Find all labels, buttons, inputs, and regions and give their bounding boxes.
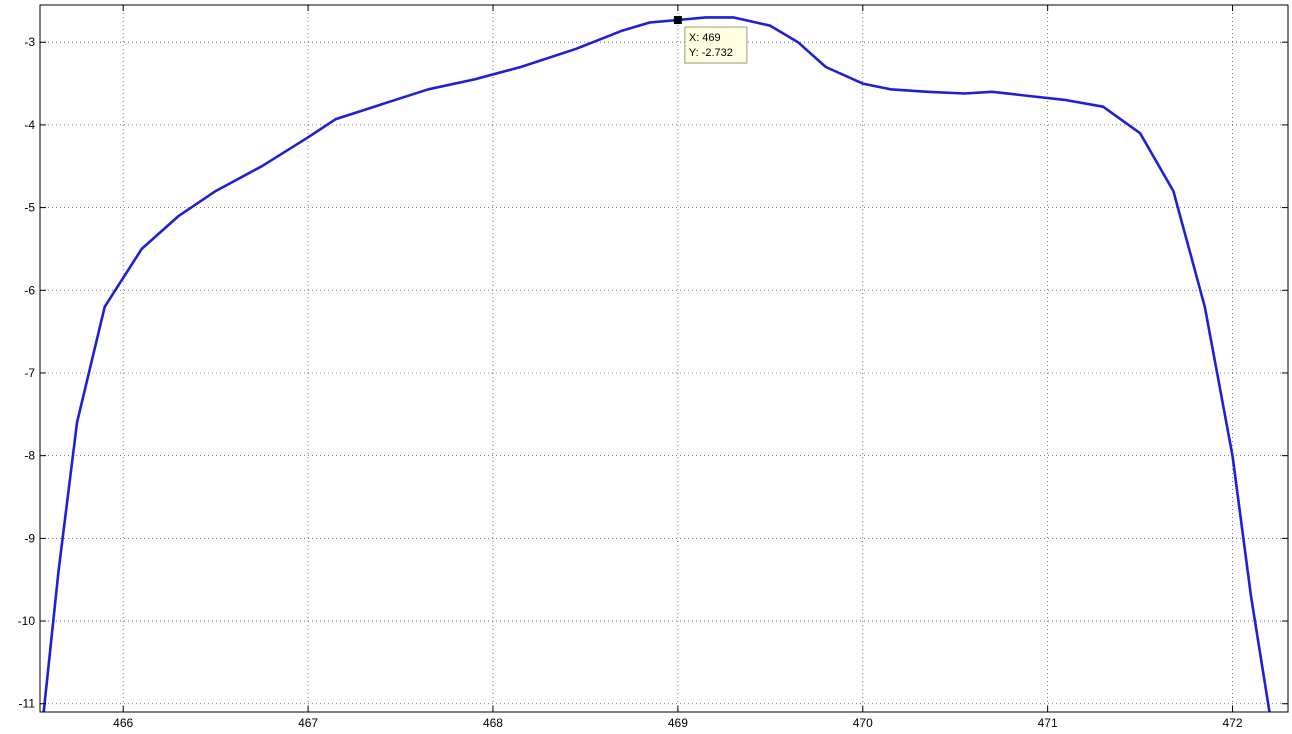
datatip-y-text: Y: -2.732 [689, 47, 733, 59]
datatip-box [684, 26, 748, 64]
series-line-0 [42, 16, 1271, 712]
grid-lines [40, 5, 1288, 712]
datatip-x-text: X: 469 [689, 32, 721, 44]
axes-background [40, 5, 1288, 712]
x-tick-label: 469 [668, 716, 688, 730]
y-tick-label: -8 [24, 449, 35, 463]
tick-labels: 466 467 468 469 470 471 472 -3 -4 -5 -6 -7 -8 -9 -10 -1… [18, 35, 1243, 730]
x-tick-label: 472 [1223, 716, 1243, 730]
data-series [42, 16, 1271, 712]
y-tick-label: -7 [24, 366, 35, 380]
datatip[interactable]: X: 469 Y: -2.732 [673, 16, 748, 64]
y-tick-label: -6 [24, 283, 35, 297]
y-tick-label: -5 [24, 201, 35, 215]
datatip-marker[interactable] [673, 16, 682, 25]
y-tick-label: -4 [24, 118, 35, 132]
tick-marks [40, 5, 1288, 712]
y-tick-label: -10 [18, 614, 36, 628]
x-tick-label: 470 [853, 716, 873, 730]
y-tick-label: -3 [24, 35, 35, 49]
y-tick-label: -9 [24, 531, 35, 545]
x-tick-label: 471 [1038, 716, 1058, 730]
x-tick-label: 467 [298, 716, 318, 730]
y-tick-label: -11 [19, 697, 36, 711]
axes-frame [39, 4, 1289, 713]
x-tick-label: 466 [113, 716, 133, 730]
x-tick-label: 468 [483, 716, 503, 730]
